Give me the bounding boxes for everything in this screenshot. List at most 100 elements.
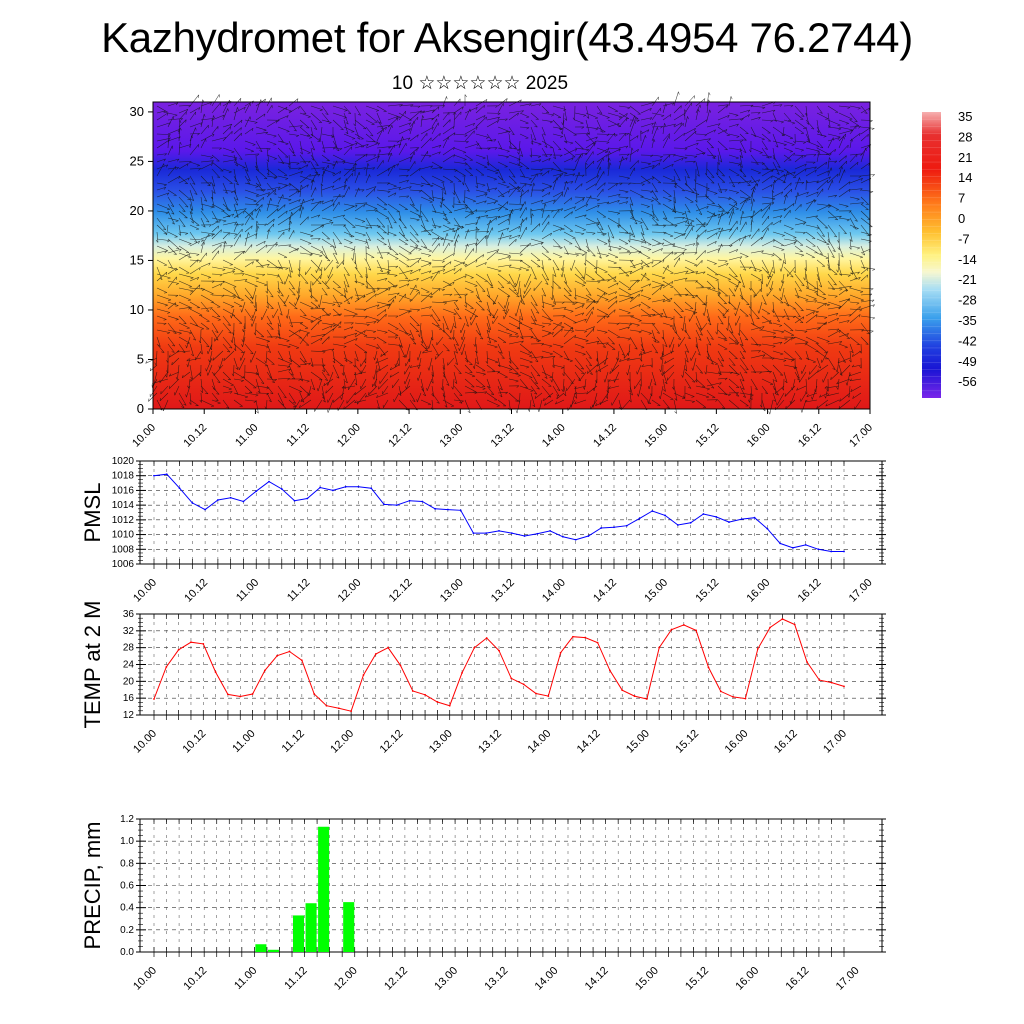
- wind-vector: [849, 314, 861, 324]
- panel-xtick-label: 12.12: [382, 965, 410, 993]
- wind-vector: [398, 238, 408, 245]
- series-point: [806, 661, 808, 663]
- wind-vector: [772, 350, 784, 356]
- wind-vector: [672, 196, 675, 211]
- wind-vector: [596, 210, 607, 218]
- wind-vector: [519, 242, 531, 254]
- wind-vector: [167, 166, 177, 177]
- wind-vector: [233, 196, 239, 206]
- wind-vector: [761, 294, 767, 305]
- wind-vector: [244, 225, 253, 233]
- wind-vector: [255, 208, 261, 219]
- wind-vector: [376, 231, 385, 240]
- wind-vector: [453, 189, 461, 204]
- wind-vector: [651, 343, 659, 354]
- wind-vector: [816, 357, 822, 369]
- wind-vector: [681, 315, 686, 331]
- wind-vector: [299, 112, 311, 118]
- wind-vector: [838, 203, 849, 208]
- wind-vector: [453, 301, 460, 310]
- wind-vector: [530, 112, 539, 120]
- wind-vector: [640, 165, 655, 170]
- wind-vector: [255, 175, 262, 187]
- wind-vector: [739, 259, 747, 271]
- heatmap-xtick-label: 12.12: [386, 422, 414, 450]
- series-point: [408, 499, 411, 502]
- wind-vector: [497, 218, 510, 226]
- wind-vector: [761, 385, 769, 395]
- wind-vector: [541, 329, 551, 334]
- colorbar-label: 35: [958, 109, 972, 124]
- wind-vector: [541, 221, 550, 233]
- wind-vector: [376, 238, 387, 246]
- wind-vector: [825, 399, 840, 407]
- wind-vector: [343, 350, 348, 363]
- wind-vector: [464, 385, 477, 393]
- wind-vector: [629, 105, 641, 115]
- wind-vector: [860, 189, 874, 194]
- wind-vector: [728, 189, 739, 194]
- wind-vector: [552, 378, 561, 392]
- wind-vector: [222, 343, 231, 353]
- wind-vector: [560, 266, 565, 278]
- wind-vector: [541, 199, 556, 205]
- wind-vector: [200, 252, 207, 261]
- wind-vector: [805, 300, 818, 303]
- panel-xtick-label: 13.00: [427, 728, 455, 756]
- wind-vector: [629, 196, 634, 206]
- wind-vector: [255, 259, 264, 268]
- wind-vector: [816, 315, 828, 319]
- wind-vector: [354, 266, 363, 278]
- wind-vector: [453, 385, 463, 396]
- wind-vector: [552, 133, 564, 138]
- wind-vector: [794, 126, 805, 134]
- wind-vector: [563, 287, 572, 297]
- wind-vector: [464, 168, 474, 176]
- wind-vector: [398, 137, 411, 142]
- wind-vector: [453, 227, 459, 240]
- wind-vector: [827, 266, 838, 275]
- wind-vector: [574, 224, 586, 231]
- wind-vector: [662, 224, 678, 228]
- wind-vector: [497, 256, 512, 261]
- wind-vector: [475, 215, 489, 219]
- wind-vector: [849, 378, 862, 382]
- wind-vector: [541, 133, 548, 148]
- wind-vector: [222, 259, 233, 266]
- wind-vector: [519, 259, 531, 268]
- panel-ytick-label: 32: [123, 626, 135, 637]
- wind-vector: [618, 145, 629, 149]
- wind-vector: [662, 243, 676, 247]
- wind-vector: [156, 322, 167, 326]
- wind-vector: [739, 175, 751, 186]
- wind-vector: [750, 378, 758, 391]
- wind-vector: [772, 179, 777, 191]
- wind-vector: [607, 150, 611, 163]
- wind-vector: [169, 378, 180, 389]
- wind-vector: [585, 195, 592, 205]
- wind-vector: [497, 161, 508, 168]
- heatmap-xtick-label: 11.00: [233, 422, 260, 449]
- wind-vector: [365, 112, 378, 123]
- heatmap-ytick-label: 5: [137, 351, 144, 366]
- wind-vector: [618, 175, 630, 180]
- wind-vector: [835, 357, 840, 373]
- wind-vector: [255, 244, 268, 254]
- wind-vector: [508, 252, 523, 256]
- panel-xtick-label: 10.00: [131, 577, 159, 605]
- wind-vector: [387, 329, 399, 337]
- wind-vector: [805, 140, 820, 148]
- series-point: [421, 500, 424, 503]
- wind-vector: [607, 336, 615, 345]
- wind-vector: [816, 273, 823, 288]
- wind-vector: [376, 149, 382, 163]
- wind-vector: [772, 154, 781, 168]
- wind-vector: [343, 280, 348, 293]
- wind-vector: [519, 133, 529, 139]
- wind-vector: [816, 301, 830, 307]
- wind-vector: [497, 189, 505, 198]
- wind-vector: [497, 385, 503, 398]
- wind-vector: [805, 280, 817, 290]
- wind-vector: [816, 161, 828, 170]
- wind-vector: [552, 350, 563, 358]
